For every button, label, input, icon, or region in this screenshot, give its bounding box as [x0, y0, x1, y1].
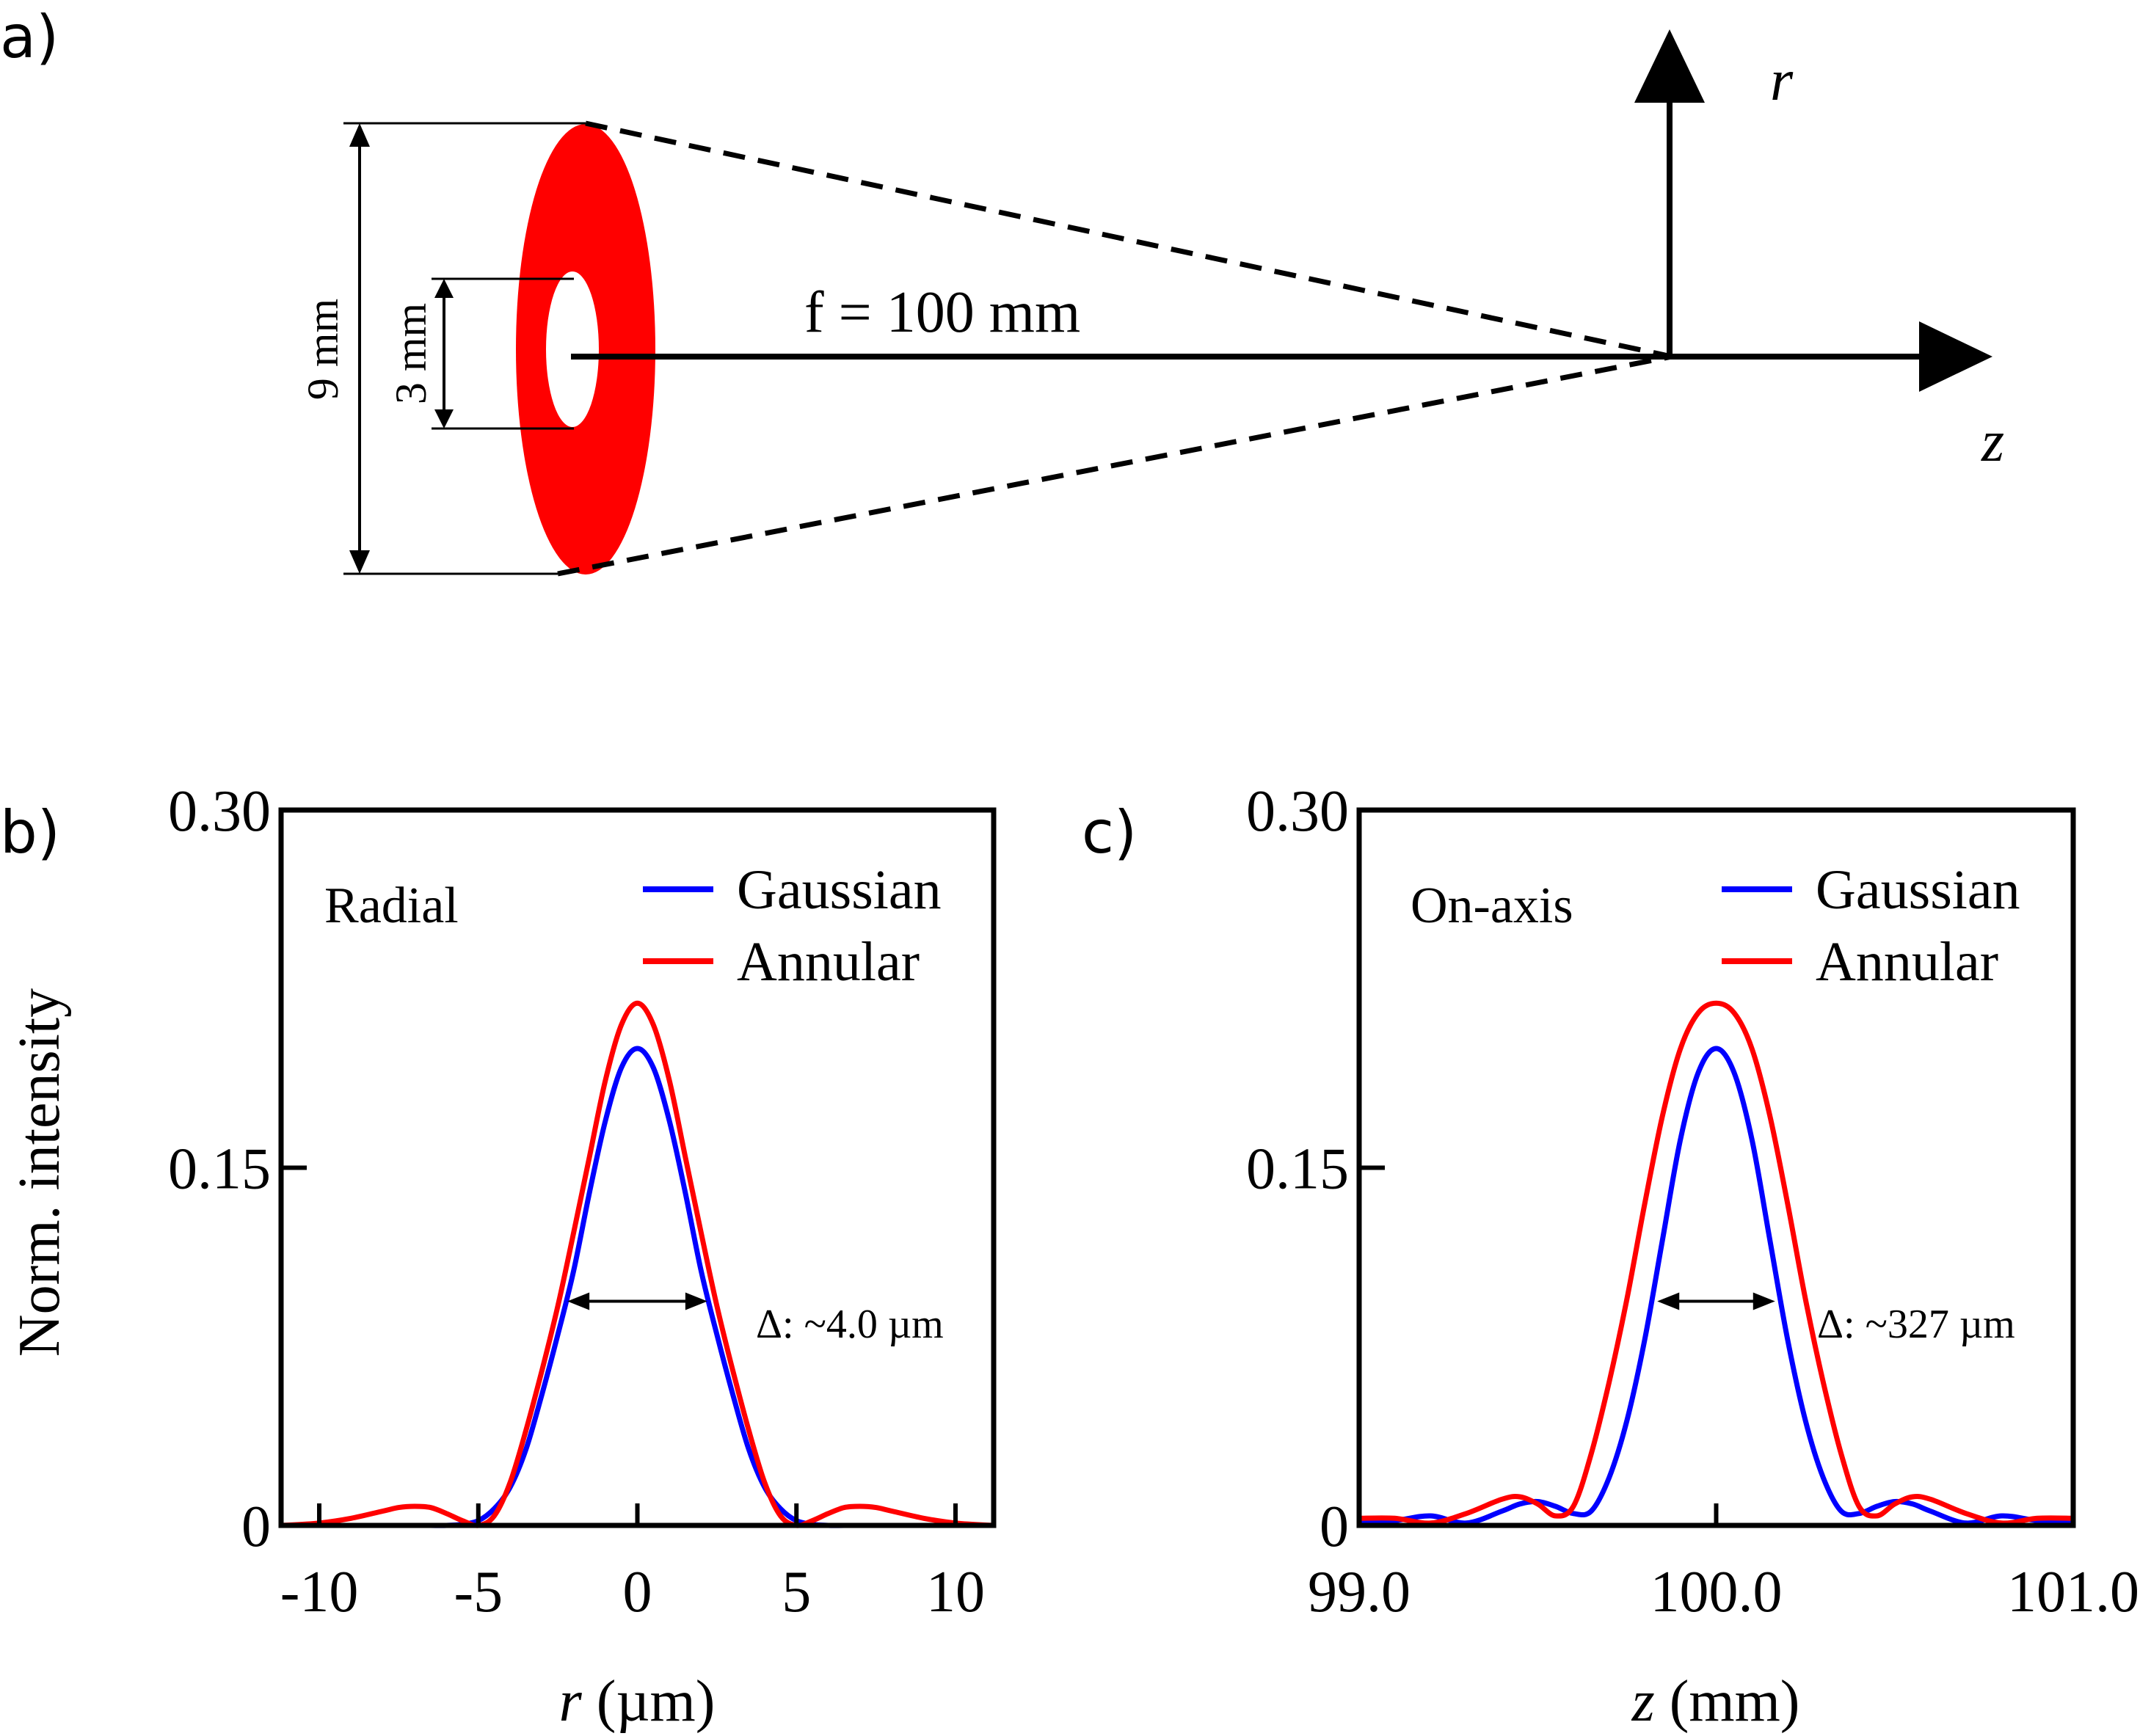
panel-b-fwhm-arrow-right	[685, 1292, 707, 1310]
panel-b-y-ticks: 0 0.15 0.30	[168, 779, 307, 1559]
panel-a-schematic: a) r z f = 100 mm 9 mm	[0, 3, 2004, 577]
y-axis-label: Norm. intensity	[7, 988, 72, 1357]
panel-b-x-axis-variable: r	[559, 1669, 583, 1734]
panel-b-y-tick-label: 0.30	[168, 779, 271, 844]
panel-c-y-tick-label: 0	[1320, 1495, 1349, 1559]
outer-diameter-label: 9 mm	[299, 299, 347, 400]
panel-b-x-ticks: -10 -5 0 5 10	[280, 1503, 985, 1624]
panel-c-legend-label-gaussian: Gaussian	[1816, 859, 2020, 921]
panel-c-fwhm-annotation: Δ: ~327 µm	[1817, 1302, 2015, 1347]
panel-c-x-tick-label: 101.0	[2007, 1560, 2139, 1624]
panel-c-fwhm-arrow-right	[1753, 1292, 1775, 1310]
panel-c-x-axis-label: z (mm)	[1631, 1669, 1800, 1734]
z-axis-label: z	[1981, 409, 2004, 474]
panel-b-x-tick-label: 10	[926, 1560, 985, 1624]
inner-diameter-dimension: 3 mm	[387, 277, 574, 430]
panel-b-x-axis-unit: (µm)	[582, 1669, 716, 1734]
panel-c-x-axis-variable: z	[1631, 1669, 1655, 1734]
panel-b-x-tick-label: 5	[782, 1560, 811, 1624]
panel-b-plot-area	[280, 1000, 994, 1528]
cone-upper-edge	[585, 120, 1673, 360]
panel-c-x-axis-unit: (mm)	[1655, 1669, 1800, 1734]
panel-b-y-tick-label: 0	[241, 1495, 271, 1559]
panel-b-x-tick-label: -10	[280, 1560, 359, 1624]
panel-c-x-ticks: 99.0 100.0 101.0	[1308, 1503, 2139, 1624]
panel-c-fwhm-marker	[1657, 1292, 1775, 1310]
panel-c-series-annular-line	[1358, 1000, 2074, 1526]
panel-c-y-tick-label: 0.15	[1246, 1137, 1349, 1202]
panel-b-label: b)	[0, 798, 60, 867]
r-axis-arrowhead	[1634, 29, 1705, 103]
panel-c-series-gaussian-line	[1358, 1046, 2074, 1526]
panel-c-label: c)	[1082, 798, 1137, 867]
panel-c-inset-label: On-axis	[1411, 878, 1573, 934]
focal-length-label: f = 100 mm	[804, 280, 1080, 345]
panel-c-x-tick-label: 99.0	[1308, 1560, 1411, 1624]
panel-c-fwhm-arrow-left	[1657, 1292, 1680, 1310]
panel-a-label: a)	[0, 3, 59, 71]
panel-b-inset-label: Radial	[324, 878, 459, 934]
r-axis-label: r	[1770, 48, 1794, 113]
panel-b-legend-label-annular: Annular	[737, 931, 920, 993]
panel-b-series-gaussian-line	[281, 1046, 994, 1528]
panel-b-legend-label-gaussian: Gaussian	[737, 859, 942, 921]
panel-b-fwhm-arrow-left	[567, 1292, 590, 1310]
panel-b-y-tick-label: 0.15	[168, 1137, 271, 1202]
panel-c-plot-area	[1358, 1000, 2074, 1526]
outer-diameter-dimension: 9 mm	[299, 122, 586, 575]
panel-b-x-tick-label: -5	[454, 1560, 503, 1624]
panel-b-legend: Gaussian Annular	[643, 859, 942, 993]
panel-c-on-axis-chart: c) On-axis 0 0.15 0.30 99.0 100.0 101.0 Gaus…	[1082, 779, 2139, 1734]
z-axis-arrowhead	[1919, 321, 1992, 392]
panel-c-y-tick-label: 0.30	[1246, 779, 1349, 844]
panel-b-fwhm-marker	[567, 1292, 707, 1310]
panel-b-fwhm-annotation: Δ: ~4.0 µm	[756, 1302, 944, 1347]
panel-c-x-tick-label: 100.0	[1650, 1560, 1783, 1624]
panel-b-series-annular-line	[280, 1000, 994, 1528]
panel-b-radial-chart: b) Norm. intensity Radial 00.150.30 -10-…	[0, 779, 997, 1734]
inner-diameter-label: 3 mm	[387, 303, 435, 404]
panel-c-y-ticks: 0 0.15 0.30	[1246, 779, 1385, 1559]
annular-beam-hole	[546, 271, 599, 427]
cone-lower-edge	[557, 354, 1673, 577]
panel-c-legend-label-annular: Annular	[1816, 931, 1998, 993]
panel-b-x-axis-label: r (µm)	[559, 1669, 716, 1734]
panel-c-legend: Gaussian Annular	[1722, 859, 2020, 993]
panel-b-x-tick-label: 0	[623, 1560, 652, 1624]
